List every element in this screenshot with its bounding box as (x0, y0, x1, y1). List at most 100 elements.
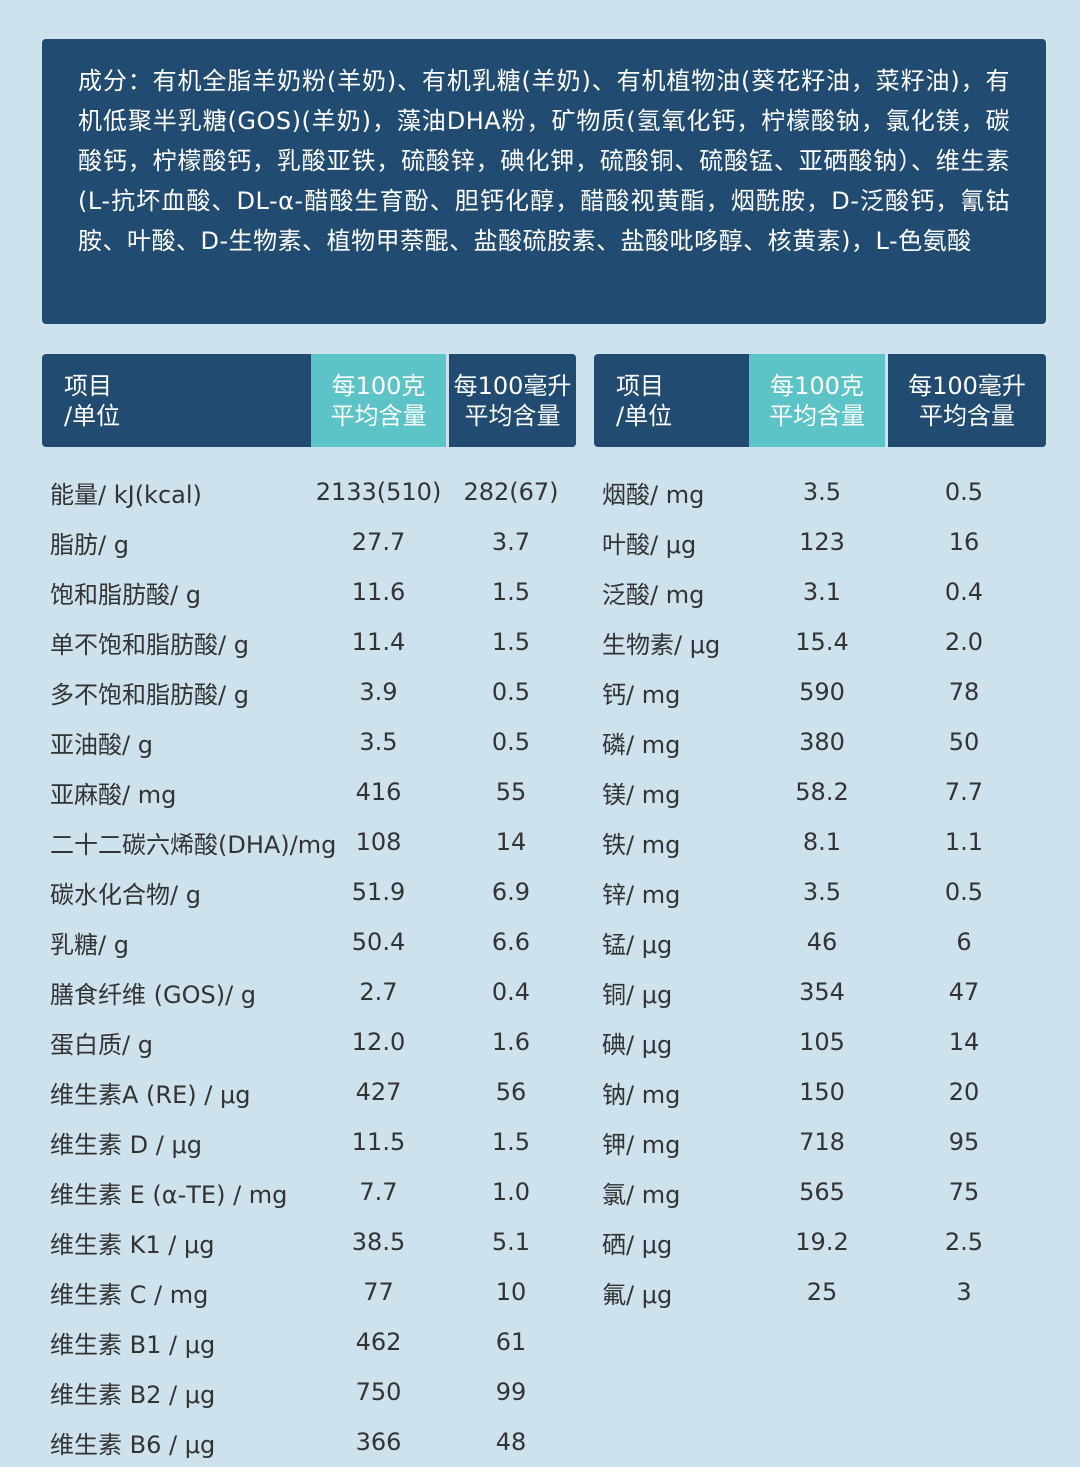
header-per-100ml-line1: 每100毫升 (453, 371, 572, 400)
value-per-100ml: 14 (948, 1028, 980, 1056)
table-row: 碘/ μg 105 14 (594, 1017, 1046, 1067)
value-per-100ml: 1.5 (491, 628, 531, 656)
header-per-100ml: 每100毫升 平均含量 (446, 354, 576, 447)
value-per-100ml: 1.1 (944, 828, 984, 856)
table-row: 氯/ mg 565 75 (594, 1167, 1046, 1217)
header-unit-label: /单位 (616, 401, 673, 430)
value-per-100g: 51.9 (351, 878, 406, 906)
table-row: 维生素 B2 / μg 750 99 (42, 1367, 576, 1417)
value-per-100ml: 0.5 (491, 728, 531, 756)
value-per-100g: 2133(510) (315, 478, 442, 506)
header-per-100g-line2: 平均含量 (330, 401, 427, 430)
table-header: 项目 /单位 每100克 平均含量 每100毫升 平均含量 (594, 354, 1046, 447)
value-per-100ml: 2.5 (944, 1228, 984, 1256)
value-per-100ml: 0.5 (491, 678, 531, 706)
nutrient-name: 氟/ μg (602, 1280, 673, 1309)
value-per-100ml: 14 (495, 828, 527, 856)
table-row: 多不饱和脂肪酸/ g 3.9 0.5 (42, 667, 576, 717)
value-per-100g: 19.2 (795, 1228, 849, 1256)
value-per-100ml: 0.5 (944, 478, 984, 506)
value-per-100g: 11.5 (351, 1128, 406, 1156)
header-per-100g-line2: 平均含量 (769, 401, 865, 430)
value-per-100g: 77 (363, 1278, 394, 1306)
nutrient-name: 铜/ μg (602, 980, 673, 1009)
header-per-100g-line1: 每100克 (331, 371, 426, 400)
table-header: 项目 /单位 每100克 平均含量 每100毫升 平均含量 (42, 354, 576, 447)
header-per-100ml-line2: 平均含量 (464, 401, 561, 430)
table-row: 叶酸/ μg 123 16 (594, 517, 1046, 567)
value-per-100g: 150 (799, 1078, 845, 1106)
nutrient-name: 蛋白质/ g (50, 1030, 153, 1059)
value-per-100ml: 50 (948, 728, 980, 756)
nutrient-name: 脂肪/ g (50, 530, 129, 559)
value-per-100g: 8.1 (802, 828, 842, 856)
table-row: 能量/ kJ(kcal) 2133(510) 282(67) (42, 467, 576, 517)
table-row: 烟酸/ mg 3.5 0.5 (594, 467, 1046, 517)
nutrient-name: 氯/ mg (602, 1180, 681, 1209)
table-row: 维生素 B1 / μg 462 61 (42, 1317, 576, 1367)
value-per-100ml: 78 (948, 678, 980, 706)
value-per-100ml: 0.5 (944, 878, 984, 906)
nutrient-name: 锌/ mg (602, 880, 681, 909)
table-row: 泛酸/ mg 3.1 0.4 (594, 567, 1046, 617)
table-row: 锰/ μg 46 6 (594, 917, 1046, 967)
table-row: 钙/ mg 590 78 (594, 667, 1046, 717)
nutrient-name: 维生素 C / mg (50, 1280, 209, 1309)
value-per-100g: 565 (799, 1178, 845, 1206)
value-per-100g: 7.7 (359, 1178, 398, 1206)
ingredients-panel: 成分：有机全脂羊奶粉(羊奶)、有机乳糖(羊奶)、有机植物油(葵花籽油，菜籽油)，… (42, 39, 1046, 324)
value-per-100g: 380 (799, 728, 845, 756)
header-per-100g: 每100克 平均含量 (311, 354, 446, 447)
value-per-100ml: 95 (948, 1128, 980, 1156)
value-per-100g: 11.6 (351, 578, 406, 606)
value-per-100g: 3.5 (802, 478, 842, 506)
table-row: 维生素A (RE) / μg 427 56 (42, 1067, 576, 1117)
header-per-100ml: 每100毫升 平均含量 (885, 354, 1046, 447)
value-per-100g: 3.9 (359, 678, 398, 706)
table-row: 氟/ μg 25 3 (594, 1267, 1046, 1317)
value-per-100ml: 47 (948, 978, 980, 1006)
value-per-100g: 354 (799, 978, 845, 1006)
value-per-100ml: 5.1 (491, 1228, 531, 1256)
value-per-100g: 416 (355, 778, 402, 806)
table-row: 磷/ mg 380 50 (594, 717, 1046, 767)
value-per-100g: 427 (355, 1078, 402, 1106)
table-row: 二十二碳六烯酸(DHA)/mg 108 14 (42, 817, 576, 867)
nutrient-name: 多不饱和脂肪酸/ g (50, 680, 249, 709)
value-per-100ml: 3 (956, 1278, 972, 1306)
value-per-100ml: 1.5 (491, 1128, 531, 1156)
header-unit-label: /单位 (64, 401, 121, 430)
nutrient-name: 单不饱和脂肪酸/ g (50, 630, 249, 659)
nutrient-name: 亚油酸/ g (50, 730, 153, 759)
table-row: 镁/ mg 58.2 7.7 (594, 767, 1046, 817)
nutrient-name: 磷/ mg (602, 730, 681, 759)
value-per-100g: 12.0 (351, 1028, 406, 1056)
nutrition-table-left: 项目 /单位 每100克 平均含量 每100毫升 平均含量 能量/ kJ(kca… (42, 354, 576, 1467)
value-per-100ml: 20 (948, 1078, 980, 1106)
nutrient-name: 叶酸/ μg (602, 530, 697, 559)
table-row: 维生素 B6 / μg 366 48 (42, 1417, 576, 1467)
value-per-100g: 11.4 (351, 628, 406, 656)
table-row: 亚油酸/ g 3.5 0.5 (42, 717, 576, 767)
value-per-100g: 46 (806, 928, 838, 956)
nutrient-name: 镁/ mg (602, 780, 681, 809)
value-per-100g: 105 (799, 1028, 845, 1056)
table-row: 铜/ μg 354 47 (594, 967, 1046, 1017)
value-per-100ml: 10 (495, 1278, 527, 1306)
table-body: 能量/ kJ(kcal) 2133(510) 282(67) 脂肪/ g 27.7 3.7… (42, 467, 576, 1467)
table-row: 铁/ mg 8.1 1.1 (594, 817, 1046, 867)
nutrient-name: 膳食纤维 (GOS)/ g (50, 980, 257, 1009)
table-row: 维生素 D / μg 11.5 1.5 (42, 1117, 576, 1167)
nutrient-name: 维生素 B6 / μg (50, 1430, 216, 1459)
nutrient-name: 乳糖/ g (50, 930, 129, 959)
value-per-100g: 123 (799, 528, 845, 556)
header-per-100g-line1: 每100克 (770, 371, 864, 400)
table-row: 脂肪/ g 27.7 3.7 (42, 517, 576, 567)
value-per-100g: 3.1 (802, 578, 842, 606)
nutrient-name: 钙/ mg (602, 680, 681, 709)
value-per-100ml: 61 (495, 1328, 527, 1356)
value-per-100ml: 2.0 (944, 628, 984, 656)
value-per-100ml: 75 (948, 1178, 980, 1206)
value-per-100ml: 6 (956, 928, 972, 956)
value-per-100g: 27.7 (351, 528, 406, 556)
